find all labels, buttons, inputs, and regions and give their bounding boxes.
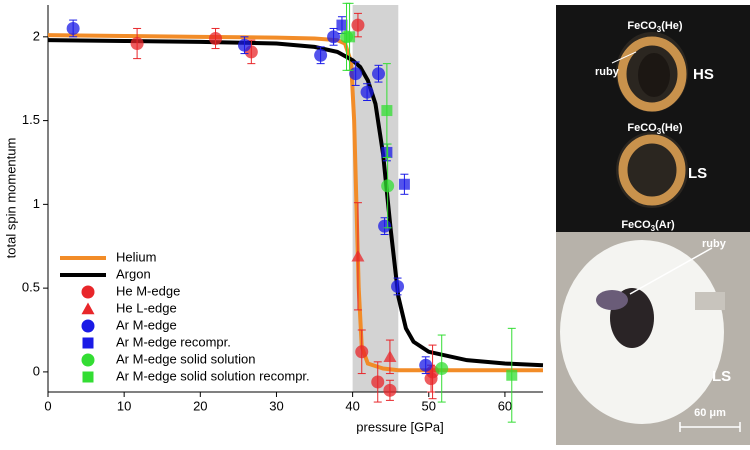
marker-square	[344, 31, 356, 43]
photo-panel: ruby HS LS ruby LS 60 μm	[556, 5, 750, 445]
sample-ring	[618, 134, 686, 206]
legend-label: Ar M-edge	[116, 317, 177, 332]
ruby-label: ruby	[595, 66, 620, 78]
x-tick-label: 20	[193, 398, 207, 413]
x-tick-label: 40	[345, 398, 359, 413]
y-tick-label: 1	[33, 196, 40, 211]
label-main: FeCO	[621, 219, 651, 231]
x-tick-label: 60	[498, 398, 512, 413]
legend-label: Ar M-edge solid solution recompr.	[116, 368, 310, 383]
marker-circle	[372, 67, 386, 81]
label-suffix: (Ar)	[655, 219, 675, 231]
marker-square	[82, 371, 94, 383]
marker-circle	[435, 362, 449, 376]
y-tick-label: 1.5	[22, 112, 40, 127]
marker-circle	[237, 38, 251, 52]
label-suffix: (He)	[661, 122, 683, 134]
marker-circle	[381, 179, 395, 193]
marker-circle	[355, 345, 369, 359]
marker-circle	[130, 37, 144, 51]
arrow	[611, 51, 637, 64]
x-tick-label: 50	[422, 398, 436, 413]
y-tick-label: 0.5	[22, 280, 40, 295]
x-tick-label: 30	[269, 398, 283, 413]
label-sub: 3	[657, 127, 662, 136]
marker-triangle	[351, 249, 365, 262]
marker-circle	[81, 353, 95, 367]
sample-hole	[638, 53, 670, 97]
marker-square	[506, 369, 518, 381]
scale-label: 60 μm	[694, 407, 726, 419]
photo-detail	[695, 292, 725, 310]
y-tick-label: 2	[33, 28, 40, 43]
legend-label: He M-edge	[116, 283, 180, 298]
y-tick-label: 0	[33, 363, 40, 378]
marker-circle	[360, 85, 374, 99]
legend-label: Ar M-edge recompr.	[116, 334, 231, 349]
arrow	[629, 247, 713, 295]
ruby-label: ruby	[702, 238, 727, 250]
state-label: LS	[712, 368, 731, 385]
marker-circle	[378, 219, 392, 233]
marker-circle	[349, 67, 363, 81]
legend-label: Argon	[116, 266, 151, 281]
label-sub: 3	[651, 224, 656, 233]
marker-circle	[371, 375, 385, 389]
legend-label: Helium	[116, 249, 156, 264]
marker-circle	[391, 279, 405, 293]
y-axis-label: total spin momentum	[3, 138, 18, 259]
legend-label: He L-edge	[116, 300, 177, 315]
marker-circle	[327, 30, 341, 44]
sample-label: FeCO3(He)	[627, 20, 683, 34]
marker-circle	[383, 383, 397, 397]
label-main: FeCO	[627, 122, 657, 134]
fit-curve	[47, 38, 544, 368]
legend-label: Ar M-edge solid solution	[116, 351, 255, 366]
marker-square	[381, 105, 393, 117]
sample-label: FeCO3(He)	[627, 122, 683, 136]
x-axis-label: pressure [GPa]	[356, 419, 443, 434]
ruby-chip	[596, 290, 628, 310]
label-suffix: (He)	[661, 20, 683, 32]
state-label: HS	[693, 66, 714, 83]
x-tick-label: 0	[44, 398, 51, 413]
marker-circle	[314, 48, 328, 62]
marker-square	[398, 178, 410, 190]
marker-triangle	[81, 302, 95, 315]
marker-circle	[419, 358, 433, 372]
label-sub: 3	[657, 25, 662, 34]
sample-ring	[617, 36, 687, 112]
x-tick-label: 10	[117, 398, 131, 413]
marker-square	[336, 19, 348, 31]
label-main: FeCO	[627, 20, 657, 32]
marker-circle	[81, 285, 95, 299]
marker-circle	[81, 319, 95, 333]
marker-circle	[66, 21, 80, 35]
sample-label: FeCO3(Ar)	[621, 219, 675, 233]
state-label: LS	[688, 165, 707, 182]
marker-circle	[351, 18, 365, 32]
marker-triangle	[383, 350, 397, 363]
marker-circle	[209, 32, 223, 46]
marker-square	[82, 337, 94, 349]
